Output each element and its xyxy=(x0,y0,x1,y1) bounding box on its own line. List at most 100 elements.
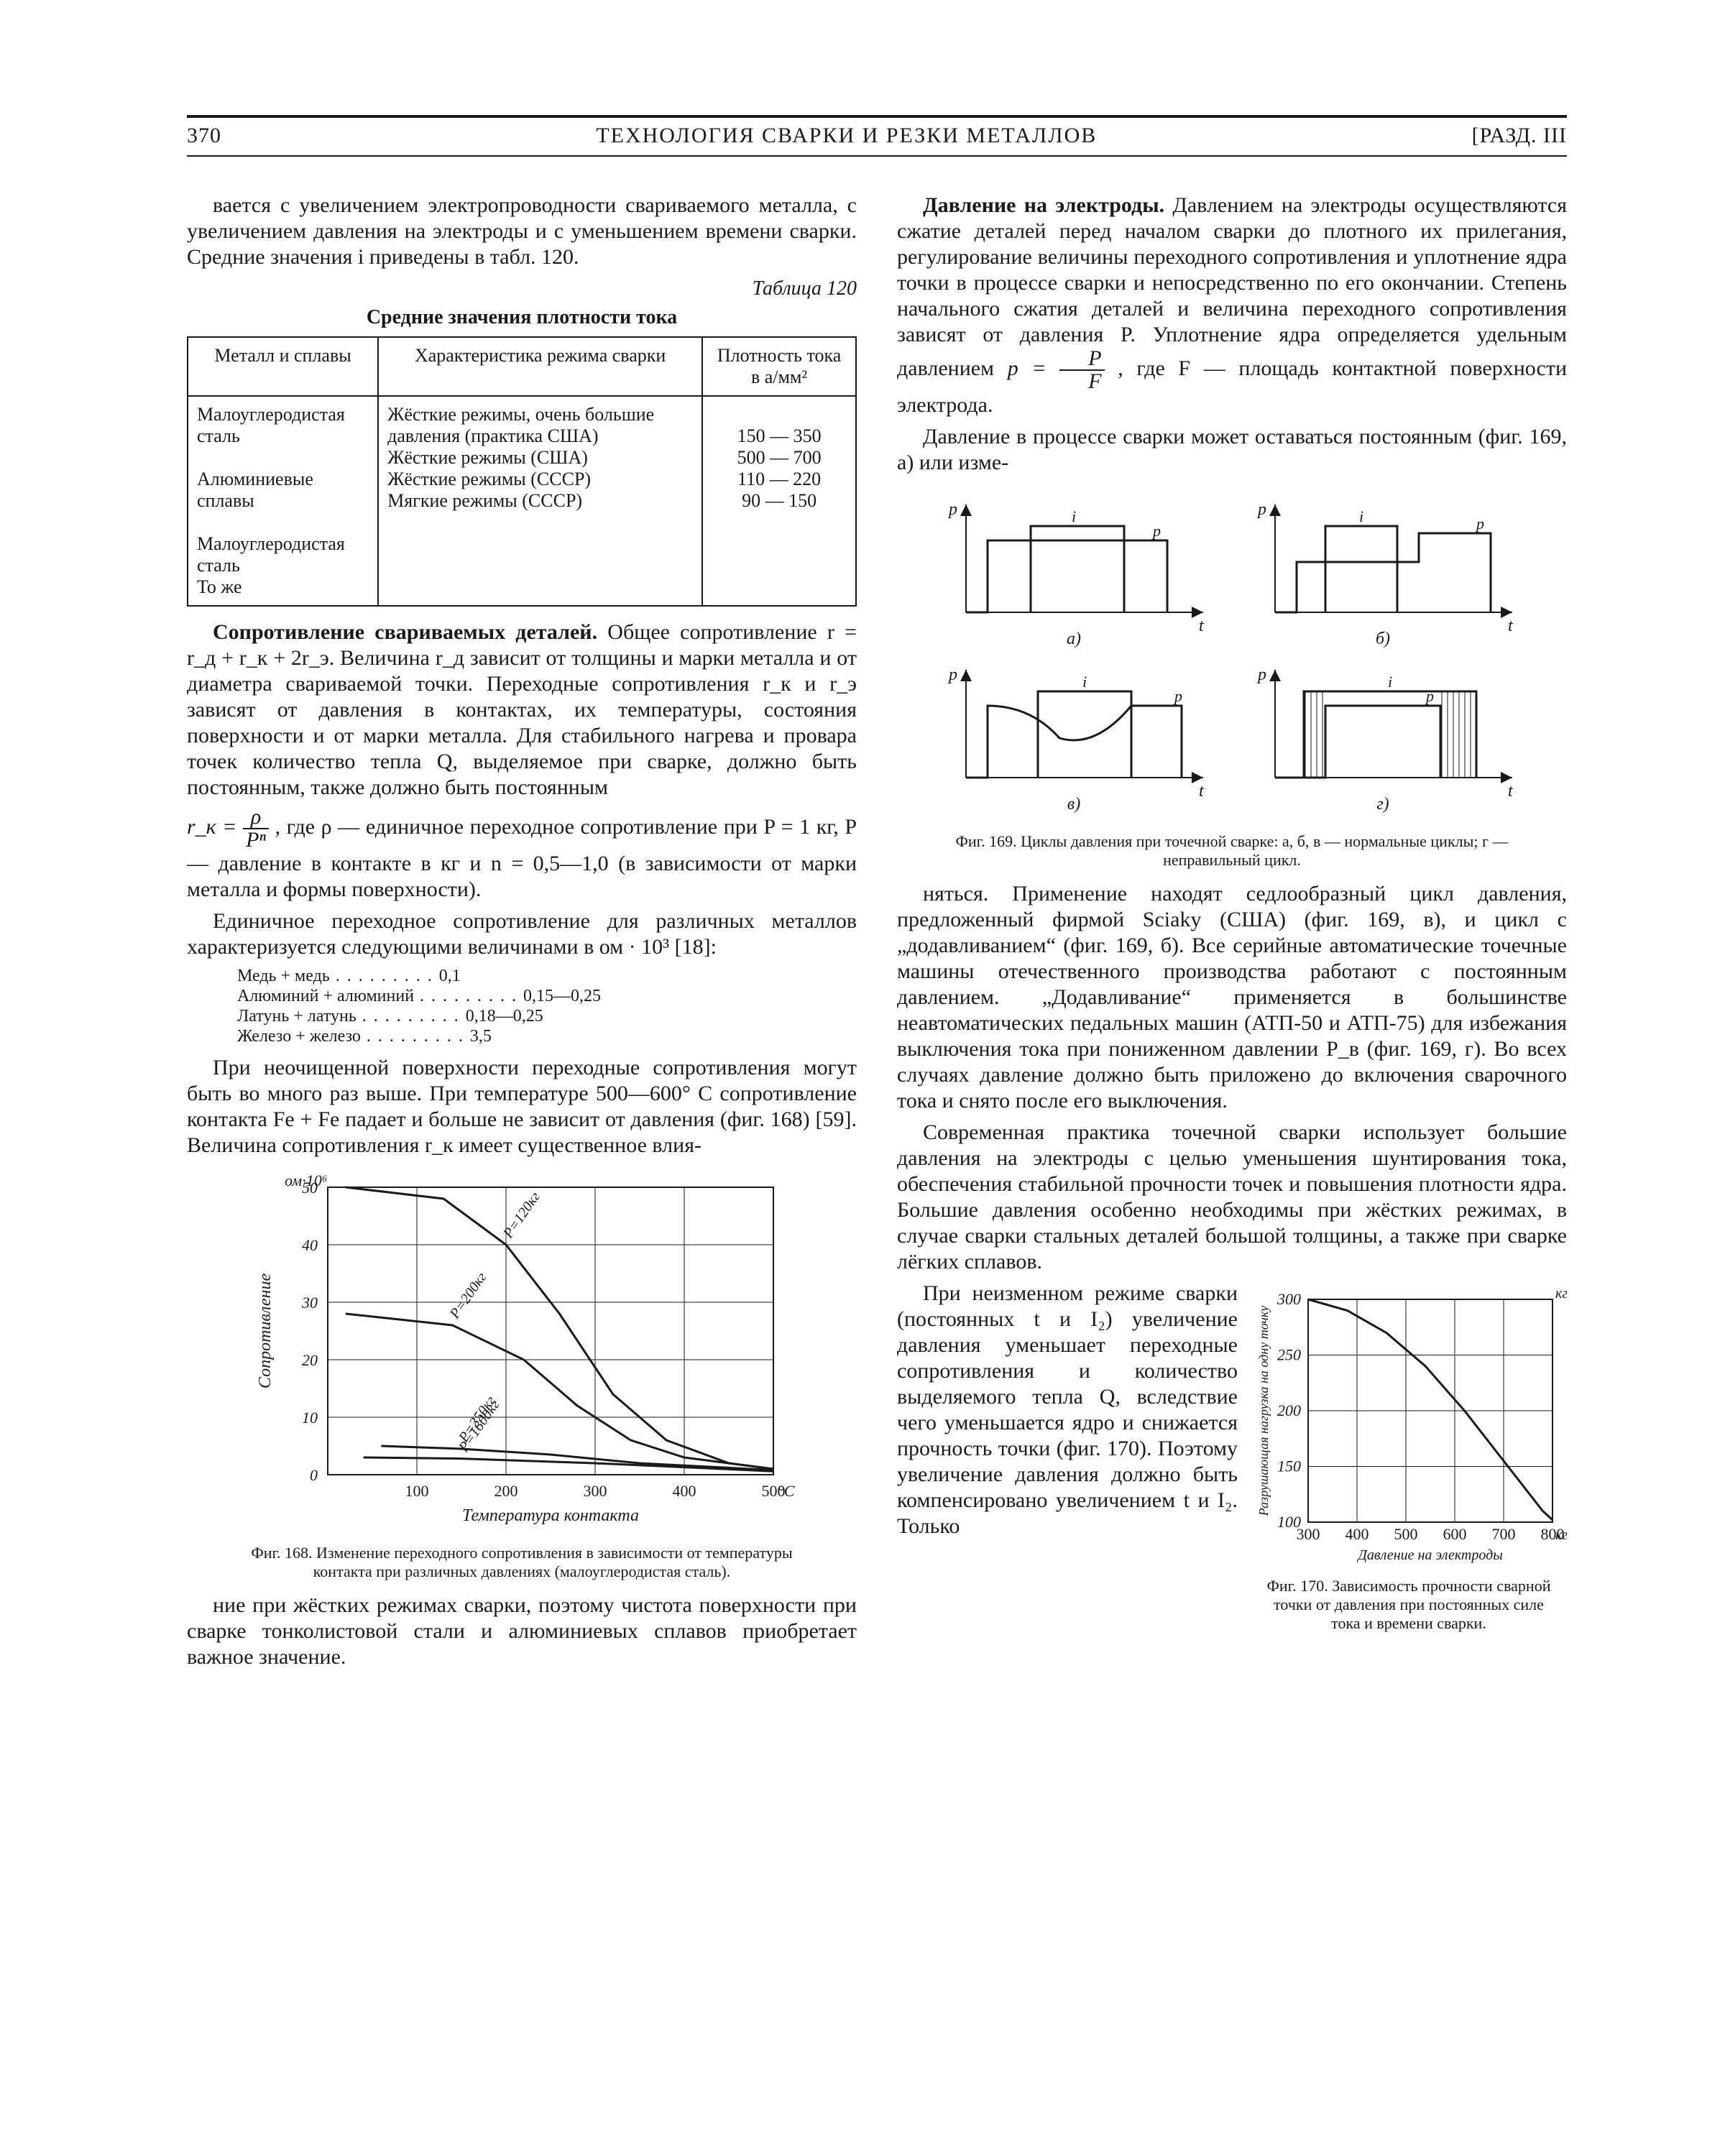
para-9: Современная практика точечной сварки исп… xyxy=(897,1120,1567,1275)
para-5: ние при жёстких режимах сварки, поэтому … xyxy=(187,1593,857,1670)
svg-text:Давление на электроды: Давление на электроды xyxy=(1356,1547,1503,1563)
svg-text:10: 10 xyxy=(302,1409,318,1427)
svg-text:б): б) xyxy=(1376,630,1390,648)
svg-text:Температура контакта: Температура контакта xyxy=(462,1506,639,1525)
para-6: Давление на электроды. Давлением на элек… xyxy=(897,193,1567,418)
svg-text:700: 700 xyxy=(1492,1525,1516,1543)
para-2: Сопротивление свариваемых деталей. Общее… xyxy=(187,619,857,801)
svg-text:400: 400 xyxy=(673,1482,696,1500)
svg-text:20: 20 xyxy=(302,1351,318,1369)
svg-text:P=200кг: P=200кг xyxy=(446,1269,490,1322)
table120-caption: Средние значения плотности тока xyxy=(187,305,857,331)
list-item: Латунь + латунь0,18—0,25 xyxy=(237,1006,857,1026)
svg-text:в): в) xyxy=(1067,795,1080,814)
svg-text:кг: кг xyxy=(1555,1527,1567,1543)
equation-1: r_к = ρ Pⁿ , где ρ — единичное переходно… xyxy=(187,806,857,903)
table-cell: Жёсткие режимы, очень большие давления (… xyxy=(378,396,702,606)
page-number: 370 xyxy=(187,124,221,148)
svg-text:p: p xyxy=(1173,687,1182,705)
eq2-den: F xyxy=(1059,371,1104,392)
table-header: Плотность тока в а/мм² xyxy=(702,337,856,396)
svg-text:300: 300 xyxy=(584,1482,607,1500)
svg-text:i: i xyxy=(1359,507,1363,525)
svg-text:i: i xyxy=(1388,673,1392,691)
svg-text:°С: °С xyxy=(778,1482,795,1500)
heading-inline: Сопротивление свариваемых деталей. xyxy=(213,620,597,644)
table-cell: 150 — 350 500 — 700 110 — 220 90 — 150 xyxy=(702,396,856,606)
fig-170-caption: Фиг. 170. Зависимость прочности сварной … xyxy=(1266,1577,1551,1633)
table120-label: Таблица 120 xyxy=(187,276,857,302)
running-title: ТЕХНОЛОГИЯ СВАРКИ И РЕЗКИ МЕТАЛЛОВ xyxy=(221,124,1472,148)
fig-169-svg: ptа)ipptб)ipptв)ipptг)ip xyxy=(923,483,1541,828)
running-head: 370 ТЕХНОЛОГИЯ СВАРКИ И РЕЗКИ МЕТАЛЛОВ [… xyxy=(187,124,1567,148)
svg-text:400: 400 xyxy=(1346,1525,1369,1543)
svg-text:p: p xyxy=(1256,500,1266,519)
eq1-num: ρ xyxy=(243,806,269,829)
body-columns: вается с увеличением электропроводности … xyxy=(187,193,1567,1670)
eq2-frac: P F xyxy=(1059,348,1104,392)
svg-text:t: t xyxy=(1508,617,1514,635)
sub-rule xyxy=(187,155,1567,157)
svg-text:100: 100 xyxy=(1277,1513,1301,1531)
svg-text:0: 0 xyxy=(310,1466,318,1484)
svg-text:200: 200 xyxy=(494,1482,518,1500)
svg-text:г): г) xyxy=(1376,795,1389,814)
resistivity-list: Медь + медь0,1 Алюминий + алюминий0,15—0… xyxy=(237,966,857,1046)
svg-text:p: p xyxy=(947,500,957,519)
svg-text:t: t xyxy=(1199,782,1205,801)
para-8: няться. Применение находят седлообразный… xyxy=(897,881,1567,1114)
svg-text:p: p xyxy=(1425,687,1434,705)
fig-168: 10020030040050001020304050ом·10⁶Сопротив… xyxy=(187,1166,857,1581)
table-row: Металл и сплавы Характеристика режима св… xyxy=(188,337,856,396)
svg-text:кг: кг xyxy=(1555,1286,1567,1302)
svg-text:250: 250 xyxy=(1277,1346,1301,1364)
svg-text:ом·10⁶: ом·10⁶ xyxy=(285,1171,327,1189)
eq2-num: P xyxy=(1059,348,1104,371)
table-row: Малоуглеродистая сталь Алюминиевые сплав… xyxy=(188,396,856,606)
svg-text:200: 200 xyxy=(1277,1401,1301,1419)
svg-text:600: 600 xyxy=(1443,1525,1467,1543)
svg-text:500: 500 xyxy=(1394,1525,1418,1543)
list-item: Железо + железо3,5 xyxy=(237,1026,857,1046)
page-scan: 370 ТЕХНОЛОГИЯ СВАРКИ И РЕЗКИ МЕТАЛЛОВ [… xyxy=(0,0,1725,1785)
svg-text:Разрушающая нагрузка на одну т: Разрушающая нагрузка на одну точку xyxy=(1256,1306,1271,1516)
heading-inline-2: Давление на электроды. xyxy=(923,193,1164,217)
top-rule xyxy=(187,115,1567,118)
svg-text:p: p xyxy=(1475,515,1484,533)
para-1: вается с увеличением электропроводности … xyxy=(187,193,857,270)
fig-168-caption: Фиг. 168. Изменение переходного сопротив… xyxy=(221,1544,824,1581)
svg-text:p: p xyxy=(1256,665,1266,684)
fig-170-svg: 300400500600700800100150200250300кгкгДав… xyxy=(1251,1285,1567,1572)
svg-text:i: i xyxy=(1082,673,1087,691)
svg-text:p: p xyxy=(947,665,957,684)
svg-text:40: 40 xyxy=(302,1236,318,1254)
svg-text:30: 30 xyxy=(301,1294,318,1312)
list-item: Алюминий + алюминий0,15—0,25 xyxy=(237,986,857,1006)
svg-text:Сопротивление: Сопротивление xyxy=(256,1273,275,1389)
table-120: Металл и сплавы Характеристика режима св… xyxy=(187,336,857,607)
fig-169-caption: Фиг. 169. Циклы давления при точечной св… xyxy=(931,832,1534,870)
svg-text:p: p xyxy=(1151,522,1161,540)
eq1-frac: ρ Pⁿ xyxy=(243,806,269,851)
eq1-post: , где ρ — единичное переходное сопротивл… xyxy=(187,815,857,901)
section-number: [РАЗД. III xyxy=(1472,124,1567,148)
svg-text:t: t xyxy=(1508,782,1514,801)
svg-text:а): а) xyxy=(1067,630,1081,648)
fig-168-svg: 10020030040050001020304050ом·10⁶Сопротив… xyxy=(249,1166,795,1539)
svg-text:t: t xyxy=(1199,617,1205,635)
para-6-text: Давлением на электроды осуществляются сж… xyxy=(897,193,1567,380)
svg-text:300: 300 xyxy=(1276,1290,1301,1308)
svg-text:P=120кг: P=120кг xyxy=(500,1189,544,1241)
para-2-text: Общее сопротивление r = r_д + r_к + 2r_э… xyxy=(187,620,857,799)
para-3: Единичное переходное сопротивление для р… xyxy=(187,908,857,960)
svg-text:150: 150 xyxy=(1277,1457,1301,1475)
fig-170-float: 300400500600700800100150200250300кгкгДав… xyxy=(1251,1285,1567,1644)
para-4: При неочищенной поверхности переходные с… xyxy=(187,1055,857,1158)
eq1-lhs: r_к = xyxy=(187,815,243,839)
table-cell: Малоуглеродистая сталь Алюминиевые сплав… xyxy=(188,396,378,606)
eq2-lead: p = xyxy=(1008,356,1060,380)
table-header: Характеристика режима сварки xyxy=(378,337,702,396)
svg-text:100: 100 xyxy=(405,1482,429,1500)
fig-169: ptа)ipptб)ipptв)ipptг)ip Фиг. 169. Циклы… xyxy=(897,483,1567,870)
eq1-den: Pⁿ xyxy=(243,829,269,851)
